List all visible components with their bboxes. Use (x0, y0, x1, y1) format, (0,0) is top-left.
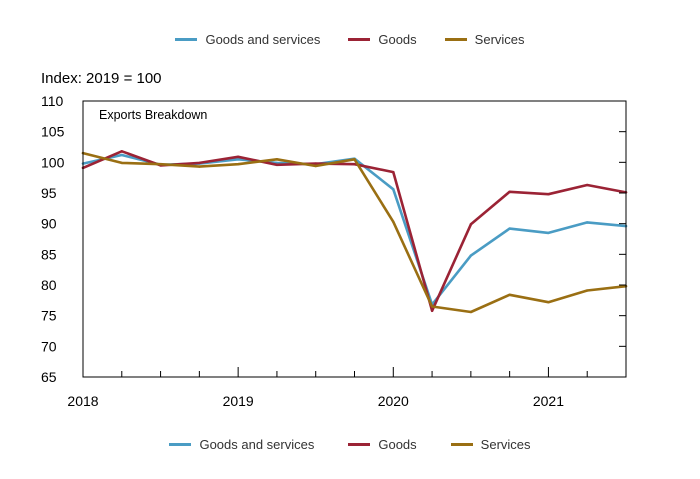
data-point (430, 309, 434, 312)
data-point (392, 220, 395, 224)
data-point (198, 165, 201, 168)
legend-label: Services (480, 437, 531, 452)
data-point (275, 163, 279, 166)
y-tick-label: 105 (41, 124, 65, 140)
data-point (120, 161, 123, 165)
legend-item-services[interactable]: Services (444, 32, 525, 47)
data-point (159, 162, 162, 166)
data-point (236, 155, 240, 159)
y-tick-label: 75 (41, 308, 57, 324)
legend-item-goods-and-services[interactable]: Goods and services (175, 32, 320, 47)
legend-bottom: Goods and services Goods Services (0, 437, 700, 452)
y-tick-label: 80 (41, 277, 57, 293)
data-point (353, 158, 356, 161)
data-point (353, 162, 356, 166)
legend-swatch (175, 38, 198, 41)
series-line-goods[interactable] (81, 150, 628, 313)
x-tick-label: 2018 (67, 393, 98, 409)
x-tick-label: 2019 (223, 393, 254, 409)
legend-label: Goods (378, 437, 417, 452)
data-point (392, 170, 395, 174)
data-point (586, 183, 589, 187)
chart-title: Exports Breakdown (99, 108, 207, 122)
data-point (236, 158, 240, 161)
legend-swatch (348, 443, 371, 446)
y-tick-label: 90 (41, 216, 57, 232)
data-point (314, 164, 317, 168)
data-point (469, 310, 473, 314)
legend-label: Services (474, 32, 525, 47)
legend-label: Goods (378, 32, 417, 47)
legend-swatch (450, 443, 473, 446)
data-point (508, 227, 511, 230)
y-tick-label: 70 (41, 338, 57, 354)
x-tick-label: 2020 (378, 393, 409, 409)
data-point (275, 158, 279, 161)
y-tick-label: 100 (41, 154, 65, 170)
data-point (586, 289, 589, 292)
data-point (198, 161, 201, 165)
x-tick-label: 2021 (533, 393, 564, 409)
legend-item-goods[interactable]: Goods (348, 437, 417, 452)
legend-label: Goods and services (199, 437, 315, 452)
data-point (392, 188, 395, 191)
y-tick-label: 95 (41, 185, 57, 201)
legend-top: Goods and services Goods Services (0, 32, 700, 47)
legend-item-goods[interactable]: Goods (348, 32, 417, 47)
data-point (430, 305, 434, 308)
y-tick-label: 65 (41, 369, 57, 385)
legend-label: Goods and services (205, 32, 321, 47)
legend-swatch (169, 443, 192, 446)
data-point (508, 293, 511, 297)
legend-item-services[interactable]: Services (450, 437, 531, 452)
data-point (236, 162, 240, 166)
y-axis-unit-label: Index: 2019 = 100 (41, 70, 162, 87)
data-point (508, 190, 511, 193)
data-point (586, 221, 589, 224)
legend-item-goods-and-services[interactable]: Goods and services (169, 437, 314, 452)
legend-swatch (348, 38, 371, 41)
legend-swatch (444, 38, 467, 41)
data-point (469, 254, 473, 257)
data-point (547, 193, 550, 196)
data-point (120, 153, 123, 157)
data-point (547, 231, 550, 235)
y-tick-label: 85 (41, 246, 57, 262)
plot-frame (82, 100, 627, 378)
data-point (120, 150, 123, 153)
y-tick-label: 110 (41, 93, 64, 109)
data-point (547, 300, 550, 304)
data-point (469, 223, 473, 226)
series-line-goods-and-services[interactable] (81, 153, 628, 306)
data-point (314, 162, 317, 165)
